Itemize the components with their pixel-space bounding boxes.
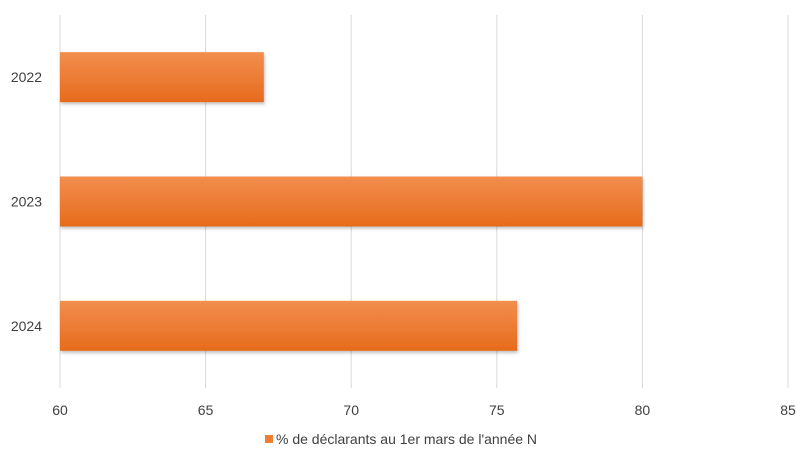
category-labels: 2022 2023 2024 xyxy=(11,69,42,334)
legend-label: % de déclarants au 1er mars de l'année N xyxy=(276,431,537,447)
bars xyxy=(60,52,643,351)
x-tick-label-75: 75 xyxy=(489,402,505,418)
bar-2024 xyxy=(60,300,518,351)
category-label-2023: 2023 xyxy=(11,194,42,210)
x-tick-label-60: 60 xyxy=(52,402,68,418)
bar-2022 xyxy=(60,52,264,103)
x-tick-label-70: 70 xyxy=(343,402,359,418)
category-label-2022: 2022 xyxy=(11,69,42,85)
category-label-2024: 2024 xyxy=(11,318,42,334)
x-tick-label-85: 85 xyxy=(780,402,796,418)
x-tick-label-65: 65 xyxy=(198,402,214,418)
x-tick-label-80: 80 xyxy=(635,402,651,418)
legend-swatch xyxy=(265,435,273,443)
legend: % de déclarants au 1er mars de l'année N xyxy=(265,431,537,447)
x-axis-tick-labels: 60 65 70 75 80 85 xyxy=(52,402,796,418)
bar-2023 xyxy=(60,176,643,227)
